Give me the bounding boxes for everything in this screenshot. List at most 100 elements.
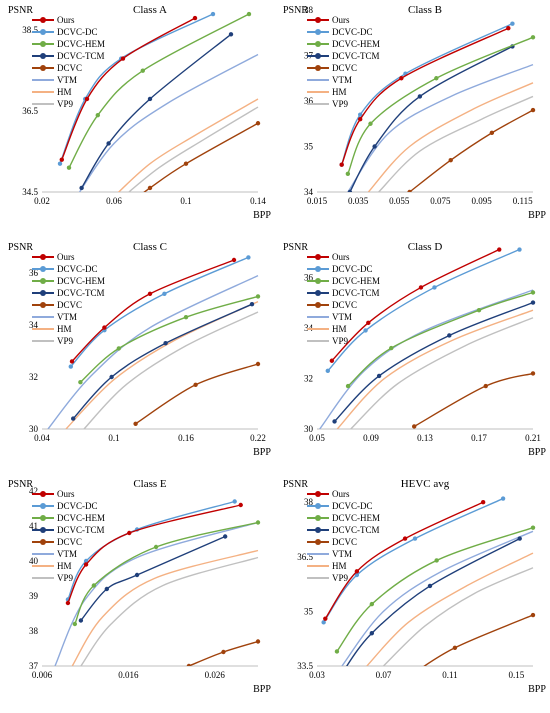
- chart-svg: 0.006 0.016 0.026 37 38 39 40 41 42 Class E PSNR BP…: [8, 478, 271, 695]
- y-tick-label: 41: [29, 521, 38, 531]
- x-tick-label: 0.21: [525, 433, 541, 443]
- x-tick-label: 0.22: [250, 433, 266, 443]
- x-tick-label: 0.015: [307, 196, 328, 206]
- series-group: [54, 499, 261, 666]
- data-point-dcvc-tcm: [332, 419, 337, 424]
- series-line-ours: [331, 248, 500, 362]
- data-point-dcvc-tcm: [106, 141, 111, 146]
- x-tick-label: 0.17: [471, 433, 487, 443]
- chart-title: Class D: [408, 241, 443, 253]
- data-point-dcvc-tcm: [78, 618, 84, 623]
- data-point-dcvc-hem: [95, 112, 101, 118]
- data-point-dcvc-tcm: [222, 534, 228, 539]
- chart-panel: 0.03 0.07 0.11 0.15 33.5 35 36.5 38 HEVC avg PSNR…: [275, 474, 550, 711]
- legend-swatch: [307, 302, 329, 308]
- legend-swatch: [32, 539, 54, 545]
- legend-label: DCVC: [57, 300, 83, 310]
- data-point-ours: [238, 502, 243, 508]
- chart-title: Class B: [408, 4, 442, 16]
- legend-item: DCVC-DC: [32, 500, 105, 512]
- legend-label: VP9: [332, 336, 349, 346]
- x-tick-label: 0.13: [417, 433, 433, 443]
- legend-item: VTM: [32, 311, 105, 323]
- series-line-dcvc: [143, 122, 259, 192]
- data-point-dcvc-hem: [78, 380, 83, 385]
- chart-panel: 0.006 0.016 0.026 37 38 39 40 41 42 Class E PSNR BP…: [0, 474, 275, 711]
- legend-swatch: [32, 316, 54, 318]
- legend-swatch: [32, 41, 54, 47]
- data-point-dcvc-tcm: [104, 586, 110, 592]
- legend-swatch: [307, 565, 329, 567]
- chart-svg: 0.04 0.1 0.16 0.22 30 32 34 36 Class C PSNR BPP: [8, 241, 271, 458]
- y-tick-label: 32: [29, 372, 38, 382]
- series-line-dcvc-hem: [347, 36, 534, 175]
- data-point-dcvc: [255, 361, 261, 367]
- legend-swatch: [32, 302, 54, 308]
- x-tick-label: 0.02: [34, 196, 50, 206]
- legend-swatch: [32, 266, 54, 272]
- series-line-dcvc: [413, 372, 534, 428]
- data-point-dcvc-hem: [434, 76, 439, 81]
- legend-label: VP9: [332, 573, 349, 583]
- legend: Ours DCVC-DC DCVC-HEM DCVC-TCM DCVC VTM HM VP9: [307, 488, 380, 584]
- chart-svg: 0.0150.0350.0550.0750.0950.1153435363738…: [283, 4, 546, 221]
- y-axis-label: PSNR: [283, 242, 308, 253]
- legend-swatch: [307, 340, 329, 342]
- legend-swatch: [32, 65, 54, 71]
- x-tick-label: 0.11: [442, 670, 457, 680]
- data-point-dcvc-tcm: [417, 94, 423, 99]
- series-line-dcvc-dc: [59, 13, 214, 164]
- series-line-dcvc-tcm: [349, 45, 513, 192]
- legend-swatch: [307, 41, 329, 47]
- legend-label: VTM: [332, 75, 352, 85]
- legend-item: DCVC-HEM: [32, 275, 105, 287]
- series-line-dcvc-hem: [347, 291, 534, 387]
- data-point-dcvc: [530, 612, 536, 618]
- data-point-ours: [339, 162, 344, 167]
- legend-label: Ours: [57, 489, 75, 499]
- legend-item: DCVC: [32, 62, 105, 74]
- series-line-dcvc-tcm: [345, 537, 521, 666]
- legend-item: VTM: [32, 548, 105, 560]
- legend-swatch: [32, 91, 54, 93]
- legend-swatch: [307, 53, 329, 59]
- legend-item: DCVC: [32, 536, 105, 548]
- data-point-dcvc: [221, 649, 226, 655]
- y-tick-label: 35: [304, 606, 314, 616]
- legend-label: HM: [332, 561, 347, 571]
- x-axis-label: BPP: [528, 684, 546, 695]
- data-point-dcvc: [133, 421, 138, 426]
- chart-panel: 0.02 0.06 0.1 0.14 34.5 36.5 38.5 Class A PSNR BP…: [0, 0, 275, 237]
- x-tick-label: 0.09: [363, 433, 379, 443]
- legend-label: DCVC: [332, 63, 358, 73]
- series-line-vp9: [80, 556, 259, 666]
- legend-swatch: [307, 254, 329, 260]
- series-line-hm: [117, 98, 259, 192]
- data-point-dcvc: [412, 424, 417, 429]
- data-point-dcvc: [255, 121, 261, 126]
- data-point-dcvc: [452, 645, 458, 650]
- data-point-ours: [358, 117, 363, 122]
- y-axis-label: PSNR: [283, 479, 308, 490]
- y-axis-label: PSNR: [8, 479, 33, 490]
- data-point-dcvc-dc: [68, 364, 74, 369]
- data-point-dcvc-tcm: [147, 96, 153, 102]
- legend-item: VP9: [307, 98, 380, 110]
- data-point-dcvc: [186, 663, 192, 666]
- x-axis-label: BPP: [528, 447, 546, 458]
- legend-swatch: [307, 328, 329, 330]
- data-point-dcvc: [183, 161, 189, 166]
- series-line-vtm: [347, 63, 534, 192]
- legend-swatch: [32, 254, 54, 260]
- data-point-dcvc-tcm: [228, 32, 234, 37]
- legend-label: DCVC-DC: [57, 501, 98, 511]
- data-point-dcvc-hem: [140, 68, 145, 73]
- data-point-dcvc-dc: [83, 558, 89, 564]
- legend-label: DCVC: [57, 63, 83, 73]
- legend-item: DCVC: [32, 299, 105, 311]
- series-line-hm: [366, 552, 534, 666]
- series-line-dcvc-hem: [74, 521, 259, 625]
- series-line-hm: [336, 309, 534, 429]
- legend: Ours DCVC-DC DCVC-HEM DCVC-TCM DCVC VTM HM VP9: [32, 251, 105, 347]
- y-tick-label: 36.5: [297, 552, 313, 562]
